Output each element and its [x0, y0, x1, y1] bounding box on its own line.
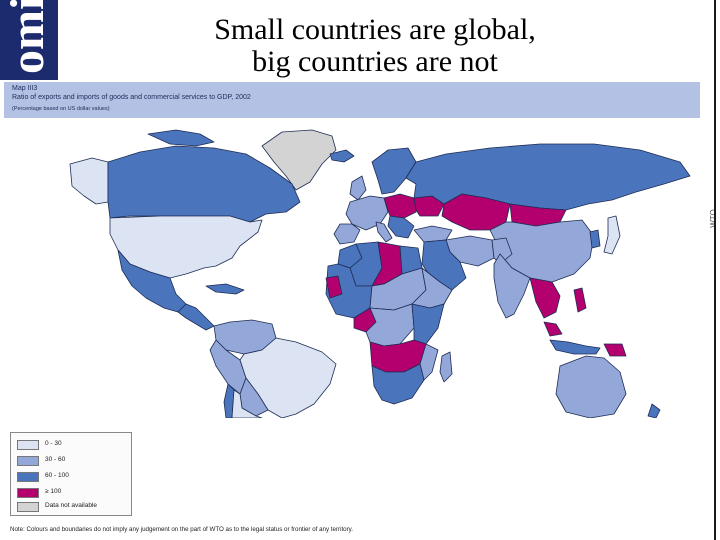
region-afghanistan-pakistan	[491, 237, 513, 265]
map-caption: Ratio of exports and imports of goods an…	[12, 94, 251, 101]
region-uk	[349, 175, 367, 201]
legend-swatch	[17, 440, 39, 450]
legend-item: Data not available	[17, 501, 131, 513]
legend-item: 0 - 30	[17, 439, 131, 451]
legend-label: 0 - 30	[45, 440, 62, 447]
region-png	[603, 343, 627, 357]
region-southern-africa	[371, 363, 425, 405]
region-greenland	[261, 129, 337, 191]
map-legend: 0 - 30 30 - 60 60 - 100 ≥ 100 Data not a…	[10, 432, 132, 516]
region-chile	[223, 383, 235, 418]
region-iceland	[329, 149, 355, 163]
region-russia	[405, 143, 691, 211]
map-label: Map III3	[12, 85, 38, 92]
region-scandinavia	[371, 147, 417, 195]
region-arctic-islands	[147, 129, 215, 147]
legend-label: ≥ 100	[45, 488, 62, 495]
region-new-zealand	[647, 403, 661, 418]
map-subcaption: (Percentage based on US dollar values)	[12, 106, 110, 112]
slide-title-line-2: big countries are not	[252, 45, 498, 78]
region-malaysia	[543, 321, 563, 337]
region-argentina	[231, 389, 263, 418]
region-alaska	[69, 157, 109, 205]
legend-label: Data not available	[45, 502, 98, 509]
world-map	[69, 129, 691, 418]
legend-swatch	[17, 502, 39, 512]
region-east-africa	[411, 303, 445, 345]
region-mauritania	[325, 275, 343, 299]
legend-item: 60 - 100	[17, 471, 131, 483]
region-caribbean	[205, 283, 245, 295]
legend-swatch	[17, 472, 39, 482]
legend-item: ≥ 100	[17, 487, 131, 499]
map-header: Map III3 Ratio of exports and imports of…	[4, 82, 700, 118]
logo-text: omi	[1, 0, 54, 74]
region-central-africa	[365, 303, 415, 347]
region-india	[493, 253, 531, 319]
logo-bar: omi	[0, 0, 58, 80]
region-japan	[603, 215, 621, 255]
region-indochina	[529, 277, 561, 319]
legend-swatch	[17, 488, 39, 498]
legend-item: 30 - 60	[17, 455, 131, 467]
region-turkey	[413, 225, 453, 243]
slide-title-line-1: Small countries are global,	[214, 13, 536, 46]
legend-label: 30 - 60	[45, 456, 66, 463]
map-footnote: Note: Colours and boundaries do not impl…	[10, 526, 354, 533]
region-canada	[107, 145, 301, 223]
region-indonesia	[549, 339, 601, 355]
region-korea	[589, 229, 601, 249]
legend-label: 60 - 100	[45, 472, 69, 479]
region-italy	[375, 221, 393, 243]
region-madagascar	[439, 351, 453, 383]
region-australia	[555, 355, 627, 418]
region-central-america	[177, 303, 215, 331]
region-central-europe	[383, 193, 417, 219]
region-balkans	[387, 215, 415, 239]
region-philippines	[573, 287, 587, 313]
legend-swatch	[17, 456, 39, 466]
region-iberia	[333, 223, 361, 245]
slide-title: Small countries are global, big countrie…	[130, 14, 620, 78]
page-edge-line	[714, 0, 716, 540]
